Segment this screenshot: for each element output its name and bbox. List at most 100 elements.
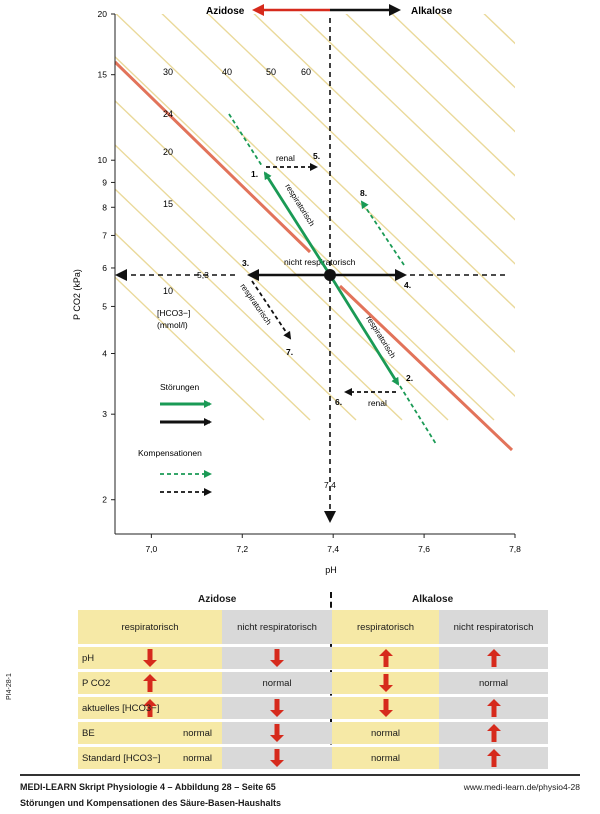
isobar-line [115, 14, 515, 398]
arrow-down-icon [143, 649, 157, 667]
isobar-label-50: 50 [266, 67, 276, 77]
arrow-up-icon [486, 649, 501, 667]
point-7-label: 7. [286, 347, 293, 357]
pco2-5.3-label: 5,3 [197, 270, 209, 280]
isobar-label-30: 30 [163, 67, 173, 77]
arrow-down-icon [378, 699, 393, 717]
disturbance-1-arrow [263, 171, 332, 276]
table-row: Standard [HCO3−] normal normal [78, 747, 548, 769]
isobar-line [474, 0, 600, 420]
disturbance-2-arrow [328, 274, 400, 386]
arrow-down-icon [270, 749, 284, 767]
isobar-line [115, 55, 495, 421]
row-label: aktuelles [HCO3−] [82, 702, 160, 714]
table-cell: P CO2 [78, 672, 222, 694]
isobar-line [437, 14, 515, 89]
arrow-up-icon [143, 699, 157, 717]
normal-value: normal [262, 677, 292, 689]
arrow-down-icon [270, 724, 284, 742]
table-body: pH P CO2 normal normal aktuelles [HCO3−] BE no… [78, 647, 548, 769]
table-cell [439, 647, 548, 669]
buffer-line-upper [115, 60, 312, 254]
normal-point [324, 269, 336, 281]
normal-value: normal [182, 727, 212, 739]
y-tick-label: 10 [98, 155, 108, 165]
col-header-azidose-nonresp: nicht respiratorisch [222, 610, 332, 644]
x-tick-label: 7,6 [418, 544, 430, 554]
hco3-isobars [115, 0, 600, 421]
point-4-label: 4. [404, 280, 411, 290]
isobar-line [253, 14, 515, 265]
table-cell [439, 747, 548, 769]
compensation-green-upper [228, 113, 263, 167]
normal-value: normal [370, 752, 401, 764]
x-tick-label: 7,8 [509, 544, 521, 554]
footer-url[interactable]: www.medi-learn.de/physio4-28 [463, 782, 580, 792]
table-cell [222, 697, 332, 719]
arrow-down-icon [378, 674, 393, 692]
isobar-label-20: 20 [163, 147, 173, 157]
table-cell: normal [332, 722, 439, 744]
side-code: PI4-28-1 [6, 673, 13, 700]
table-cell: pH [78, 647, 222, 669]
point-6-label: 6. [335, 397, 342, 407]
ph-7.4-label: 7,4 [324, 480, 336, 490]
isobar-line [299, 14, 515, 221]
table-cell: normal [222, 672, 332, 694]
footer-divider [20, 774, 580, 776]
x-tick-label: 7,2 [236, 544, 248, 554]
azidose-label: Azidose [206, 6, 245, 17]
table-row: aktuelles [HCO3−] [78, 697, 548, 719]
table-cell: Standard [HCO3−] normal [78, 747, 222, 769]
row-label: BE [82, 727, 95, 739]
table-alkalose: Alkalose [412, 594, 454, 605]
x-tick-label: 7,4 [327, 544, 339, 554]
arrow-up-icon [486, 699, 501, 717]
y-ticks: 2 3 4 5 6 7 8 9 10 15 20 [98, 9, 115, 505]
y-tick-label: 2 [102, 495, 107, 505]
compensation-7-arrow [251, 280, 292, 340]
isobar-label-15: 15 [163, 199, 173, 209]
comparison-table: Azidose Alkalose respiratorisch nicht re… [78, 592, 548, 772]
table-cell [222, 647, 332, 669]
table-column-header: respiratorisch nicht respiratorisch resp… [78, 610, 548, 644]
col-header-alkalose-resp: respiratorisch [332, 610, 439, 644]
footer-title: MEDI-LEARN Skript Physiologie 4 – Abbild… [20, 782, 276, 792]
y-tick-label: 20 [98, 9, 108, 19]
table-row: pH [78, 647, 548, 669]
table-row: P CO2 normal normal [78, 672, 548, 694]
table-cell [332, 672, 439, 694]
point-1-label: 1. [251, 169, 258, 179]
isobar-line [345, 14, 515, 177]
isobar-line [115, 232, 311, 421]
acid-base-diagram: 2 3 4 5 6 7 8 9 10 15 20 7,0 7,2 7,4 7,6 7,8 P CO2 (kP… [72, 0, 600, 575]
renal-bottom-label: renal [368, 398, 387, 408]
table-group-header: Azidose Alkalose [78, 592, 548, 610]
isobar-label-10: 10 [163, 286, 173, 296]
isobar-line [115, 188, 357, 421]
row-label: Standard [HCO3−] [82, 752, 161, 764]
footer-subtitle: Störungen und Kompensationen des Säure-B… [20, 798, 282, 808]
x-ticks: 7,0 7,2 7,4 7,6 7,8 [145, 534, 521, 554]
nicht-respiratorisch-label: nicht respiratorisch [284, 257, 356, 267]
table-cell: aktuelles [HCO3−] [78, 697, 222, 719]
y-tick-label: 6 [102, 263, 107, 273]
y-tick-label: 7 [102, 230, 107, 240]
isobar-line [483, 14, 515, 45]
table-cell: BE normal [78, 722, 222, 744]
isobar-line [207, 14, 515, 309]
point-2-label: 2. [406, 373, 413, 383]
arrow-up-icon [378, 649, 393, 667]
legend-stoerungen: Störungen [160, 382, 199, 392]
y-tick-label: 5 [102, 301, 107, 311]
table-cell [222, 747, 332, 769]
x-axis-label: pH [325, 565, 337, 575]
col-header-azidose-resp: respiratorisch [78, 610, 222, 644]
isobar-line [115, 143, 403, 421]
x-tick-label: 7,0 [145, 544, 157, 554]
isobar-label-60: 60 [301, 67, 311, 77]
arrow-down-icon [270, 699, 284, 717]
buffer-line-lower [338, 284, 514, 452]
alkalose-label: Alkalose [411, 6, 453, 17]
y-tick-label: 15 [98, 70, 108, 80]
